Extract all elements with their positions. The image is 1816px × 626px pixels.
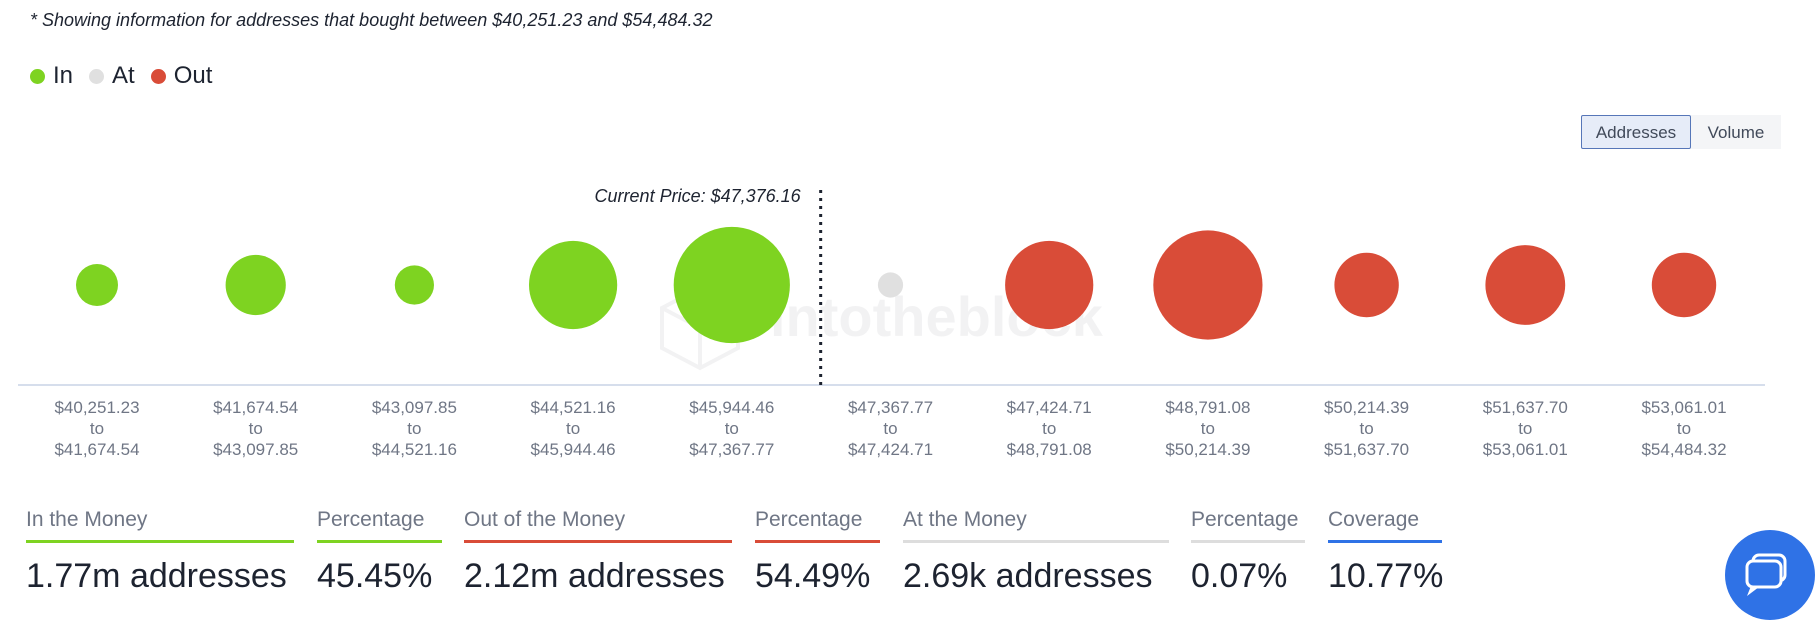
x-tick-label: $45,944.46: [531, 440, 616, 459]
stat-value: 54.49%: [755, 557, 871, 595]
stat-label: Percentage: [1191, 508, 1299, 531]
stat-value: 2.69k addresses: [903, 557, 1153, 595]
x-tick-label: to: [1360, 419, 1374, 438]
x-tick-label: $45,944.46: [689, 398, 774, 417]
stat-value: 0.07%: [1191, 557, 1288, 595]
bubble-in[interactable]: [394, 265, 434, 305]
x-tick-label: $48,791.08: [1165, 398, 1250, 417]
legend-dot-out: [150, 68, 166, 84]
legend-label-at: At: [112, 62, 135, 89]
bubble-chart: intotheblock Current Price: $47,376.16 $…: [18, 186, 1765, 459]
stat-underline: [1328, 540, 1442, 543]
stat-underline: [317, 540, 442, 543]
stat-label: In the Money: [26, 508, 148, 531]
stat-label: At the Money: [903, 508, 1027, 531]
x-tick-label: to: [1677, 419, 1691, 438]
x-tick-label: to: [249, 419, 263, 438]
chart-note: * Showing information for addresses that…: [30, 10, 713, 30]
stat-in-percentage: Percentage 45.45%: [317, 508, 442, 596]
bubble-out[interactable]: [1153, 230, 1263, 340]
volume-toggle-button[interactable]: Volume: [1691, 115, 1781, 149]
x-tick-label: to: [566, 419, 580, 438]
stat-at-percentage: Percentage 0.07%: [1191, 508, 1305, 596]
stat-value: 2.12m addresses: [464, 557, 725, 595]
stat-underline: [903, 540, 1169, 543]
bubble-out[interactable]: [1334, 252, 1399, 318]
bubble-in[interactable]: [76, 264, 118, 306]
legend-dot-at: [89, 68, 105, 84]
x-tick-label: $41,674.54: [54, 440, 139, 459]
x-tick-label: $53,061.01: [1483, 440, 1568, 459]
chart-legend: In At Out: [30, 62, 228, 90]
stat-label: Out of the Money: [464, 508, 626, 531]
x-tick-label: $47,367.77: [848, 398, 933, 417]
stat-underline: [1191, 540, 1305, 543]
stat-label: Percentage: [755, 508, 863, 531]
stat-underline: [755, 540, 880, 543]
x-tick-label: $48,791.08: [1007, 440, 1092, 459]
x-tick-label: to: [1201, 419, 1215, 438]
x-tick-label: to: [725, 419, 739, 438]
x-tick-label: to: [1042, 419, 1056, 438]
stat-value: 45.45%: [317, 557, 433, 595]
stat-coverage: Coverage 10.77%: [1328, 508, 1444, 596]
stat-out-of-the-money: Out of the Money 2.12m addresses: [464, 508, 732, 596]
legend-dot-in: [30, 68, 45, 84]
bubbles-group: [76, 226, 1717, 344]
x-tick-label: $43,097.85: [372, 398, 457, 417]
x-tick-label: $47,424.71: [1007, 398, 1092, 417]
x-tick-label: $41,674.54: [213, 398, 298, 417]
x-tick-label: to: [90, 419, 104, 438]
stat-out-percentage: Percentage 54.49%: [755, 508, 880, 596]
bubble-in[interactable]: [529, 240, 618, 330]
addresses-toggle-button[interactable]: Addresses: [1581, 115, 1691, 149]
stat-label: Coverage: [1328, 508, 1420, 531]
legend-item-at[interactable]: At: [89, 62, 135, 90]
bubble-out[interactable]: [1005, 240, 1094, 330]
x-tick-label: $40,251.23: [54, 398, 139, 417]
x-tick-label: $47,424.71: [848, 440, 933, 459]
x-tick-label: $51,637.70: [1483, 398, 1568, 417]
x-tick-label: $43,097.85: [213, 440, 298, 459]
stat-underline: [26, 540, 294, 543]
x-tick-label: $50,214.39: [1324, 398, 1409, 417]
stat-at-the-money: At the Money 2.69k addresses: [903, 508, 1169, 596]
bubble-out[interactable]: [1651, 252, 1717, 318]
stat-value: 10.77%: [1328, 557, 1444, 595]
chat-button[interactable]: [1725, 530, 1815, 620]
summary-stats: In the Money 1.77m addresses Percentage …: [0, 508, 1816, 618]
x-tick-label: $54,484.32: [1641, 440, 1726, 459]
bubble-at[interactable]: [877, 272, 904, 298]
bubble-in[interactable]: [673, 226, 790, 344]
x-tick-label: $51,637.70: [1324, 440, 1409, 459]
bubble-in[interactable]: [225, 254, 286, 316]
x-tick-label: $44,521.16: [531, 398, 616, 417]
tick-labels-group: $40,251.23 to $41,674.54 $41,674.54 to $43,09…: [54, 398, 1726, 459]
legend-label-in: In: [53, 62, 74, 89]
x-tick-label: $47,367.77: [689, 440, 774, 459]
legend-item-in[interactable]: In: [30, 62, 73, 90]
x-tick-label: $44,521.16: [372, 440, 457, 459]
x-tick-label: $50,214.39: [1165, 440, 1250, 459]
metric-toggle: Addresses Volume: [1581, 115, 1781, 149]
current-price-label: Current Price: $47,376.16: [595, 186, 802, 206]
stat-label: Percentage: [317, 508, 425, 531]
x-tick-label: $53,061.01: [1641, 398, 1726, 417]
chat-bubble-icon: [1745, 553, 1787, 596]
bubble-out[interactable]: [1485, 245, 1566, 325]
stat-underline: [464, 540, 732, 543]
x-tick-label: to: [883, 419, 897, 438]
legend-item-out[interactable]: Out: [150, 62, 213, 90]
stat-value: 1.77m addresses: [26, 557, 287, 595]
legend-label-out: Out: [173, 62, 213, 89]
stat-in-the-money: In the Money 1.77m addresses: [26, 508, 294, 596]
x-tick-label: to: [407, 419, 421, 438]
x-tick-label: to: [1518, 419, 1532, 438]
